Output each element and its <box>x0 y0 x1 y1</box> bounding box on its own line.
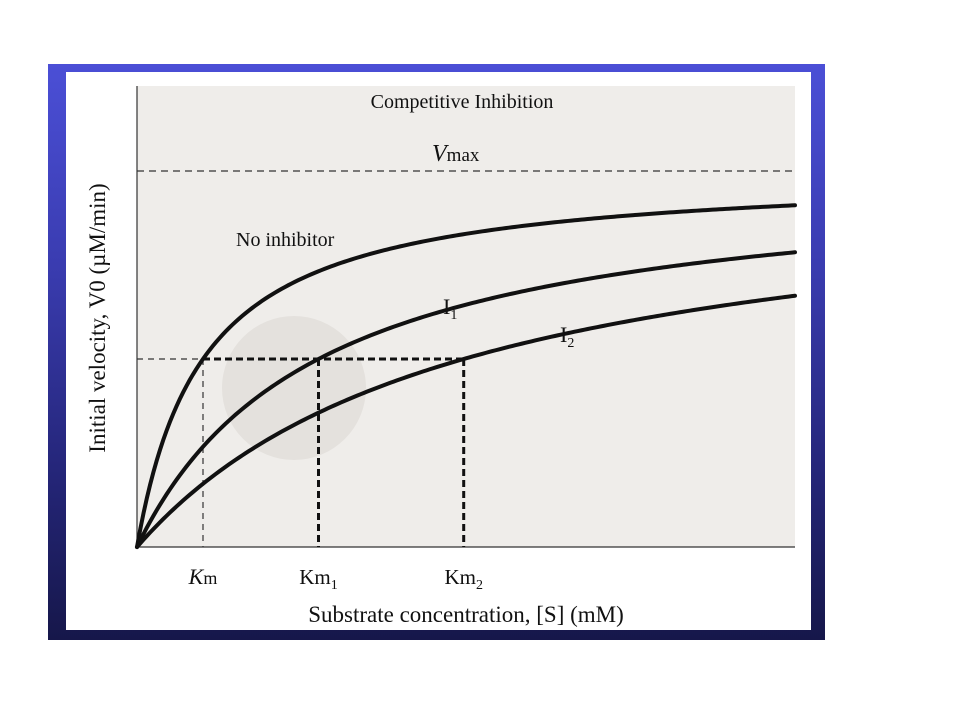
curve-i2 <box>135 293 797 549</box>
series-label-no-inhibitor: No inhibitor <box>236 229 335 251</box>
y-axis-label: Initial velocity, V0 (µM/min) <box>85 183 110 452</box>
tick-km1: Km1 <box>299 565 338 593</box>
vmax-label: Vmax <box>432 141 480 167</box>
plot-background <box>137 86 795 547</box>
tick-km: Km <box>188 564 218 589</box>
tick-km2: Km2 <box>444 565 483 593</box>
highlight-spot <box>222 316 366 460</box>
series-label-i2: I2 <box>560 322 574 351</box>
curve-i1 <box>135 250 797 549</box>
curve-no-inhibitor <box>135 203 797 549</box>
vmax-label-sub: max <box>447 145 480 166</box>
vmax-label-v: V <box>432 141 449 167</box>
chart-title: Competitive Inhibition <box>371 91 554 113</box>
series-label-i1: I1 <box>443 294 457 323</box>
x-axis-label: Substrate concentration, [S] (mM) <box>308 602 624 627</box>
